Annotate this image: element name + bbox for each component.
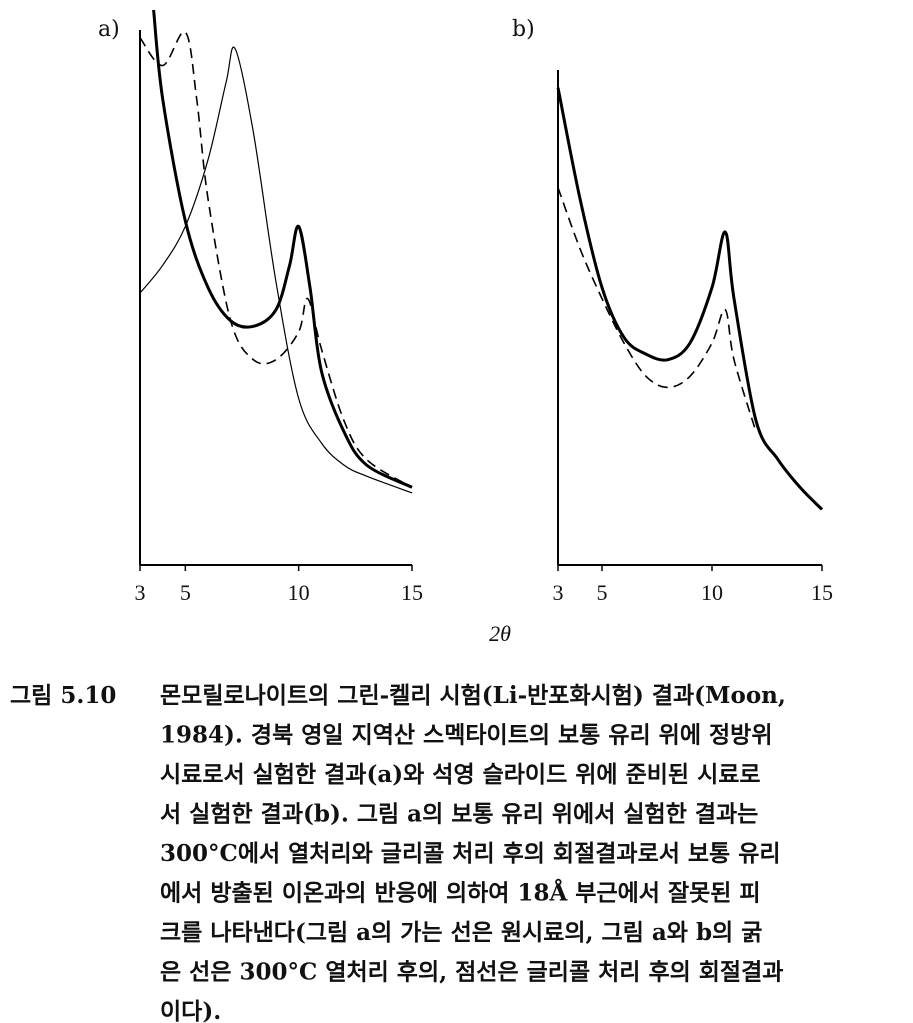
curve bbox=[556, 87, 824, 511]
x-tick-label: 5 bbox=[180, 580, 191, 605]
caption-line: 크를 나타낸다(그림 a의 가는 선은 원시료의, 그림 a와 b의 굵 bbox=[160, 919, 762, 946]
caption-line: 시료로서 실험한 결과(a)와 석영 슬라이드 위에 준비된 시료로 bbox=[160, 761, 761, 788]
x-tick-label: 3 bbox=[135, 580, 146, 605]
caption-line: 에서 방출된 이온과의 반응에 의하여 18Å 부근에서 잘못된 피 bbox=[160, 880, 761, 907]
caption-line: 1984). 경북 영일 지역산 스멕타이트의 보통 유리 위에 정방위 bbox=[160, 722, 772, 749]
x-tick-label: 15 bbox=[401, 580, 423, 605]
caption-number: 그림 5.10 bbox=[10, 682, 116, 709]
x-tick-label: 3 bbox=[553, 580, 564, 605]
curve bbox=[152, 9, 413, 489]
caption-line: 몬모릴로나이트의 그린-켈리 시험(Li-반포화시험) 결과(Moon, bbox=[160, 682, 786, 709]
panel-label: b) bbox=[512, 17, 535, 42]
curve bbox=[139, 31, 413, 488]
x-tick-label: 10 bbox=[288, 580, 310, 605]
caption-line: 서 실험한 결과(b). 그림 a의 보통 유리 위에서 실험한 결과는 bbox=[160, 801, 758, 828]
curve bbox=[557, 187, 757, 433]
curve bbox=[139, 46, 413, 494]
caption-line: 이다). bbox=[160, 998, 221, 1023]
x-tick-label: 10 bbox=[701, 580, 723, 605]
x-tick-label: 5 bbox=[597, 580, 608, 605]
caption-line: 300°C에서 열처리와 글리콜 처리 후의 회절결과로서 보통 유리 bbox=[160, 840, 781, 867]
panel-label: a) bbox=[98, 17, 120, 42]
x-axis-label: 2θ bbox=[489, 621, 511, 646]
x-tick-label: 15 bbox=[811, 580, 833, 605]
caption-line: 은 선은 300°C 열처리 후의, 점선은 글리콜 처리 후의 회절결과 bbox=[160, 959, 783, 986]
